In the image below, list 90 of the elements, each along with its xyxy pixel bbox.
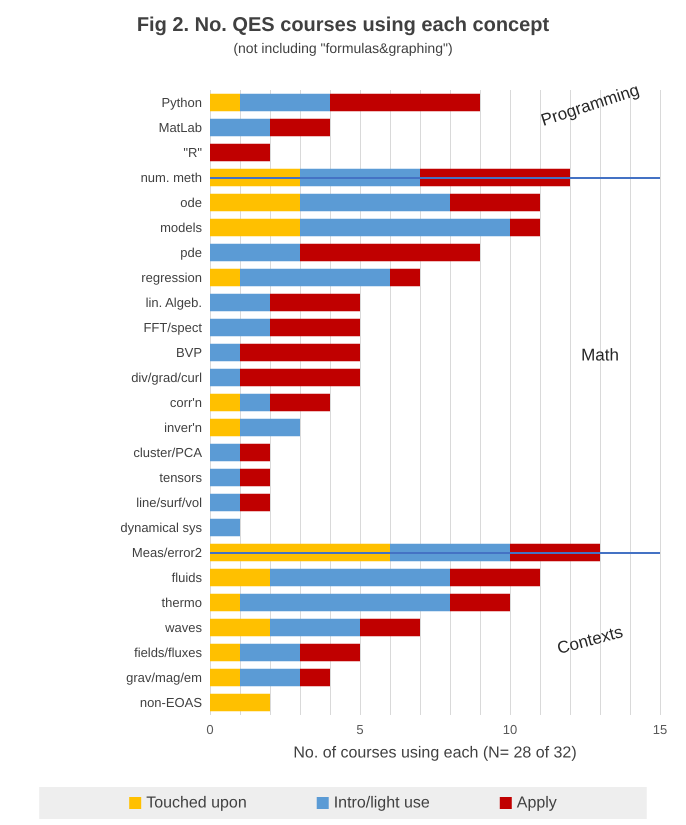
y-tick-label: num. meth bbox=[140, 170, 202, 185]
bar bbox=[210, 368, 240, 386]
bar bbox=[360, 618, 420, 636]
bar bbox=[270, 318, 360, 336]
bar bbox=[240, 444, 270, 462]
legend-label: Touched upon bbox=[146, 794, 247, 812]
y-tick-label: non-EOAS bbox=[140, 695, 202, 710]
bar bbox=[210, 568, 270, 586]
bar bbox=[390, 268, 420, 286]
y-tick-label: inver'n bbox=[164, 420, 202, 435]
x-axis-title: No. of courses using each (N= 28 of 32) bbox=[293, 744, 577, 762]
y-tick-label: line/surf/vol bbox=[136, 495, 202, 510]
legend-label: Intro/light use bbox=[334, 794, 430, 812]
y-tick-label: div/grad/curl bbox=[131, 370, 202, 385]
bar bbox=[210, 194, 300, 212]
bar bbox=[210, 468, 240, 486]
bar bbox=[240, 494, 270, 512]
chart-subtitle: (not including "formulas&graphing") bbox=[233, 40, 453, 56]
bar bbox=[210, 318, 270, 336]
y-tick-label: Python bbox=[162, 95, 202, 110]
chart-title: Fig 2. No. QES courses using each concept bbox=[136, 14, 550, 36]
y-tick-label: lin. Algeb. bbox=[146, 295, 202, 310]
bar bbox=[300, 644, 360, 662]
bar bbox=[450, 594, 510, 612]
y-tick-label: grav/mag/em bbox=[126, 670, 202, 685]
bar bbox=[210, 394, 240, 412]
bar bbox=[330, 94, 480, 112]
y-tick-label: fields/fluxes bbox=[134, 645, 202, 660]
bar bbox=[240, 594, 450, 612]
bar bbox=[240, 418, 300, 436]
bar bbox=[240, 94, 330, 112]
bar bbox=[240, 394, 270, 412]
bar bbox=[210, 268, 240, 286]
bar bbox=[210, 418, 240, 436]
annotation: Math bbox=[581, 346, 619, 364]
bar bbox=[210, 644, 240, 662]
bar bbox=[210, 594, 240, 612]
bar bbox=[240, 344, 360, 362]
y-tick-label: ode bbox=[180, 195, 202, 210]
bar bbox=[270, 118, 330, 136]
y-tick-label: corr'n bbox=[170, 395, 202, 410]
y-tick-label: fluids bbox=[172, 570, 202, 585]
bar bbox=[210, 144, 270, 162]
x-tick-label: 0 bbox=[206, 722, 214, 737]
y-tick-label: dynamical sys bbox=[120, 520, 202, 535]
bar bbox=[210, 244, 300, 262]
y-tick-label: "R" bbox=[183, 145, 202, 160]
bar bbox=[450, 194, 540, 212]
bar bbox=[270, 568, 450, 586]
bar bbox=[210, 668, 240, 686]
y-tick-label: cluster/PCA bbox=[133, 445, 202, 460]
bar bbox=[210, 494, 240, 512]
bar bbox=[210, 618, 270, 636]
bar bbox=[270, 618, 360, 636]
bar bbox=[300, 218, 510, 236]
bar bbox=[210, 518, 240, 536]
y-tick-label: models bbox=[160, 220, 202, 235]
y-tick-label: MatLab bbox=[158, 120, 202, 135]
bar bbox=[240, 644, 300, 662]
bar bbox=[210, 694, 270, 712]
bar bbox=[300, 194, 450, 212]
bar bbox=[240, 268, 390, 286]
bar bbox=[510, 218, 540, 236]
y-tick-label: Meas/error2 bbox=[132, 545, 202, 560]
bar bbox=[300, 668, 330, 686]
bar bbox=[210, 444, 240, 462]
bar bbox=[240, 668, 300, 686]
y-tick-label: pde bbox=[180, 245, 202, 260]
bar bbox=[210, 294, 270, 312]
legend-label: Apply bbox=[516, 794, 557, 812]
annotation: Contexts bbox=[555, 622, 625, 658]
bar bbox=[240, 368, 360, 386]
bar bbox=[270, 394, 330, 412]
y-tick-label: FFT/spect bbox=[143, 320, 202, 335]
x-tick-label: 15 bbox=[652, 722, 668, 737]
bar bbox=[450, 568, 540, 586]
y-tick-label: thermo bbox=[162, 595, 202, 610]
bar bbox=[210, 94, 240, 112]
y-tick-label: regression bbox=[141, 270, 202, 285]
bar bbox=[210, 344, 240, 362]
bar bbox=[270, 294, 360, 312]
bar bbox=[240, 468, 270, 486]
y-tick-label: waves bbox=[164, 620, 202, 635]
y-tick-label: tensors bbox=[159, 470, 202, 485]
bar bbox=[210, 118, 270, 136]
x-tick-label: 5 bbox=[356, 722, 364, 737]
y-tick-label: BVP bbox=[176, 345, 202, 360]
bar bbox=[210, 218, 300, 236]
bar bbox=[300, 244, 480, 262]
x-tick-label: 10 bbox=[502, 722, 518, 737]
